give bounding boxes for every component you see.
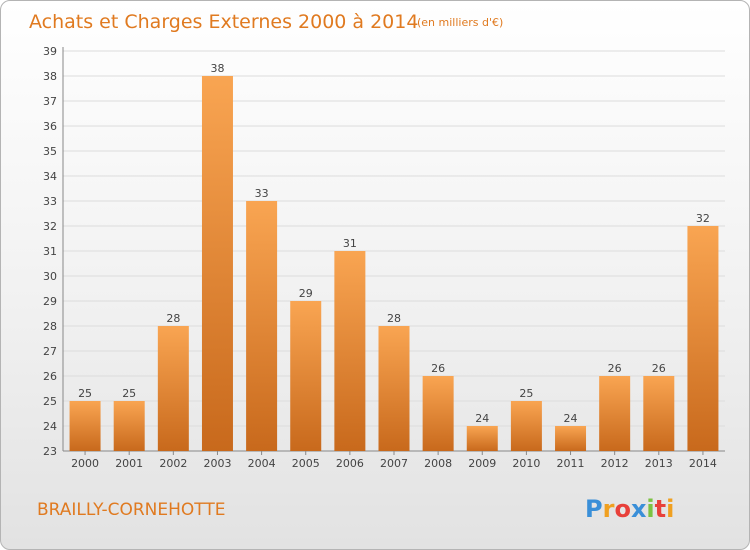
data-label: 25 <box>78 387 92 400</box>
x-tick-label: 2000 <box>71 457 99 470</box>
y-tick-label: 25 <box>43 395 57 408</box>
x-tick-label: 2013 <box>645 457 673 470</box>
logo-letter: t <box>655 495 666 523</box>
y-tick-label: 28 <box>43 320 57 333</box>
bar-2006 <box>334 251 366 451</box>
y-tick-label: 36 <box>43 120 57 133</box>
bar-2004 <box>246 201 278 451</box>
x-tick-label: 2004 <box>248 457 276 470</box>
bar-2009 <box>466 426 498 451</box>
x-tick-label: 2012 <box>601 457 629 470</box>
bar-2014 <box>687 226 719 451</box>
data-label: 24 <box>564 412 578 425</box>
logo-letter: i <box>666 495 674 523</box>
tick-labels: 23 24 25 26 27 28 29 30 31 32 33 34 35 36 37 38 39 2000 20… <box>43 45 717 470</box>
x-tick-label: 2014 <box>689 457 717 470</box>
logo-letter: o <box>614 495 631 523</box>
bar-2007 <box>378 326 410 451</box>
x-tick-label: 2001 <box>115 457 143 470</box>
logo-letter: x <box>631 495 647 523</box>
data-label: 24 <box>475 412 489 425</box>
x-tick-label: 2006 <box>336 457 364 470</box>
data-label: 26 <box>431 362 445 375</box>
bar-2010 <box>510 401 542 451</box>
y-tick-label: 31 <box>43 245 57 258</box>
x-tick-label: 2008 <box>424 457 452 470</box>
x-tick-label: 2003 <box>203 457 231 470</box>
data-label: 26 <box>652 362 666 375</box>
x-tick-label: 2009 <box>468 457 496 470</box>
data-label: 25 <box>122 387 136 400</box>
bar-2003 <box>201 76 233 451</box>
bar-2012 <box>599 376 631 451</box>
bar-2001 <box>113 401 145 451</box>
data-label: 26 <box>608 362 622 375</box>
y-tick-label: 38 <box>43 70 57 83</box>
data-label: 28 <box>387 312 401 325</box>
data-label: 32 <box>696 212 710 225</box>
bar-2002 <box>157 326 189 451</box>
data-label: 29 <box>299 287 313 300</box>
y-tick-label: 30 <box>43 270 57 283</box>
x-tick-label: 2002 <box>159 457 187 470</box>
y-tick-label: 27 <box>43 345 57 358</box>
y-tick-label: 23 <box>43 445 57 458</box>
y-tick-label: 33 <box>43 195 57 208</box>
x-tick-label: 2005 <box>292 457 320 470</box>
y-tick-label: 24 <box>43 420 57 433</box>
y-tick-label: 34 <box>43 170 57 183</box>
y-tick-label: 37 <box>43 95 57 108</box>
bar-2008 <box>422 376 454 451</box>
data-label: 31 <box>343 237 357 250</box>
x-tick-label: 2011 <box>557 457 585 470</box>
logo-letter: i <box>646 495 654 523</box>
data-label: 28 <box>166 312 180 325</box>
bar-2011 <box>555 426 587 451</box>
data-label: 33 <box>255 187 269 200</box>
x-tick-label: 2007 <box>380 457 408 470</box>
data-label: 25 <box>519 387 533 400</box>
proxiti-logo: Proxiti <box>585 495 674 523</box>
bar-2000 <box>69 401 101 451</box>
data-labels: 25 25 28 38 33 29 31 28 26 24 25 24 26 26 32 <box>78 62 710 425</box>
chart-title: Achats et Charges Externes 2000 à 2014 <box>29 11 418 33</box>
commune-name: BRAILLY-CORNEHOTTE <box>37 500 226 520</box>
bar-2005 <box>290 301 322 451</box>
bar-2013 <box>643 376 675 451</box>
y-tick-label: 35 <box>43 145 57 158</box>
y-tick-label: 32 <box>43 220 57 233</box>
y-tick-label: 26 <box>43 370 57 383</box>
data-label: 38 <box>210 62 224 75</box>
y-tick-label: 39 <box>43 45 57 58</box>
logo-letter: r <box>603 495 615 523</box>
bars <box>69 76 719 451</box>
y-tick-label: 29 <box>43 295 57 308</box>
x-tick-label: 2010 <box>512 457 540 470</box>
logo-letter: P <box>585 495 603 523</box>
chart-subtitle: (en milliers d'€) <box>417 16 503 29</box>
